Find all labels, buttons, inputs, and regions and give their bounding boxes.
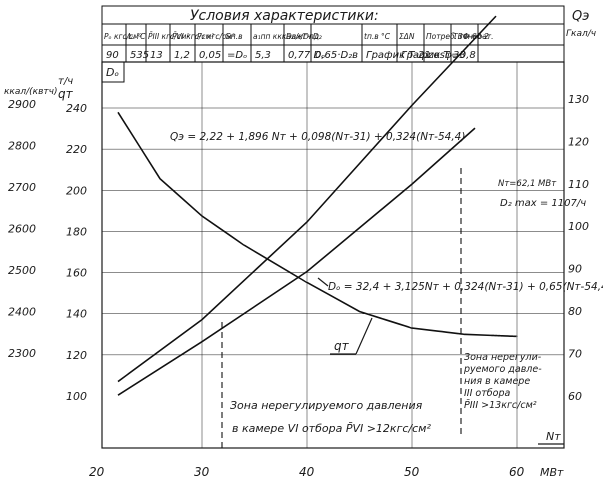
table-value-cell: 0,77 Dₒ — [288, 50, 325, 61]
qe-symbol-label: Qэ — [572, 9, 589, 24]
table-value-cell: 90 — [106, 50, 119, 61]
qe-tick-label: 120 — [568, 135, 589, 148]
series-line-right — [117, 15, 497, 383]
qt-tick-label: 2300 — [8, 347, 36, 360]
qt-curve-label: qт — [334, 339, 350, 353]
d0-tick-label: 160 — [66, 267, 87, 280]
table-value-cell: 0,65·D₂в — [315, 50, 358, 61]
d0-tick-label: 200 — [66, 184, 87, 197]
qt-tick-label: 2400 — [8, 306, 36, 319]
table-header-cell: tₒ °C — [128, 32, 146, 41]
d0-tick-label: 100 — [66, 390, 87, 403]
x-tick-label: 50 — [404, 465, 420, 479]
table-header-cell: Gп.в — [225, 32, 243, 41]
table-value-cell: 535 — [130, 50, 149, 61]
qe-axis-ticks: 60 70 80 90 100 110 120 130 — [568, 93, 589, 403]
d0-unit-label: т/ч — [58, 76, 73, 87]
d0-box-label: Dₒ — [106, 66, 119, 79]
table-value-cell: =Dₒ — [227, 50, 247, 61]
d0-tick-label: 180 — [66, 225, 87, 238]
table-header-cell: Pₒ кгс/см² — [104, 32, 142, 41]
table-header-cell: D₂ — [313, 32, 322, 41]
qt-unit-label: ккал/(квтч) — [4, 87, 58, 97]
d0-tick-label: 140 — [66, 308, 87, 321]
table-title: Условия характеристики: — [190, 8, 379, 24]
qt-tick-label: 2600 — [8, 223, 36, 236]
d0-equation-leader — [317, 277, 329, 287]
table-value-cell: cosφ=0,8 — [428, 50, 476, 61]
table-header-cell: tп.в °C — [364, 32, 391, 41]
d0-tick-label: 120 — [66, 349, 87, 362]
d0-tick-label: 240 — [66, 102, 87, 115]
grid — [102, 62, 564, 448]
qt-label-leader — [355, 317, 373, 355]
table-header-cell: P₂ кгс/см² — [197, 32, 235, 41]
table-header-cell: ΣΔN — [399, 32, 415, 41]
x-axis-symbol: Nт — [546, 430, 561, 443]
qe-equation: Qэ = 2,22 + 1,896 Nт + 0,098(Nт-31) + 0,… — [170, 131, 465, 143]
qt-axis-ticks: 2300 2400 2500 2600 2700 2800 2900 — [8, 98, 36, 360]
zone2-line: P̄III >13кгс/см² — [464, 399, 537, 411]
x-axis-unit: МВт — [540, 466, 564, 479]
table-value-cell: График Т-21 — [366, 50, 431, 61]
x-axis-ticks: 20 30 40 50 60 — [89, 465, 525, 479]
table-header-cell: Dвх/Dпд — [286, 32, 319, 41]
qt-tick-label: 2500 — [8, 264, 36, 277]
d2-note: D₂ max = 1107/ч — [500, 198, 586, 209]
table-value-cell: 13 — [150, 50, 163, 61]
d0-equation: Dₒ = 32,4 + 3,125Nт + 0,324(Nт-31) + 0,6… — [328, 281, 603, 293]
zone2-line: руемого давле- — [463, 364, 542, 375]
qe-tick-label: 60 — [568, 390, 582, 403]
x-tick-label: 60 — [509, 465, 525, 479]
qe-tick-label: 90 — [568, 263, 582, 276]
x-tick-label: 40 — [299, 465, 315, 479]
qe-tick-label: 110 — [568, 178, 589, 191]
zone2-line: III отбора — [464, 388, 510, 399]
table-header-cell: a₁пп кккал/кгч — [253, 32, 312, 41]
d0-box — [101, 61, 125, 83]
zone2-note: Зона нерегули-руемого давле-ния в камере… — [463, 352, 542, 411]
qt-tick-label: 2800 — [8, 140, 36, 153]
x-tick-label: 30 — [194, 465, 210, 479]
table-value-cell: 1,2 — [174, 50, 190, 61]
series-line-left_qt — [117, 111, 518, 338]
qe-tick-label: 70 — [568, 348, 582, 361]
zone2-line: Зона нерегули- — [464, 352, 542, 363]
d0-tick-label: 220 — [66, 143, 87, 156]
qt-symbol-label: qт — [58, 87, 74, 101]
qe-tick-label: 130 — [568, 93, 589, 106]
qe-unit-label: Гкал/ч — [566, 29, 596, 39]
table-value-cell: 0,05 — [199, 50, 221, 61]
table-header-cell: P̄III кгс/см² — [148, 32, 189, 41]
table-header-cell: ТВФ-60-2 — [453, 32, 489, 41]
table-value-cell: 5,3 — [255, 50, 271, 61]
d0-axis-ticks: 100 120 140 160 180 200 220 240 — [66, 102, 87, 403]
series-line-left_d0 — [117, 127, 476, 396]
zone1-line2: в камере VI отбора P̄VI >12кгс/см² — [232, 422, 431, 435]
qt-tick-label: 2900 — [8, 98, 36, 111]
table-header-cell: P̄VI кгс/см² — [172, 32, 214, 41]
zone1-line1: Зона нерегулируемого давления — [230, 399, 423, 412]
series-layer — [117, 15, 518, 396]
table-value-cell: График Т-33 — [401, 50, 466, 61]
qt-tick-label: 2700 — [8, 181, 36, 194]
nt-note: Nт=62,1 МВт — [498, 179, 557, 189]
zone2-line: ния в камере — [464, 376, 530, 387]
qe-tick-label: 80 — [568, 305, 582, 318]
x-tick-label: 20 — [89, 465, 105, 479]
table-header-cell: Потреб. генерат. — [426, 32, 494, 41]
qe-tick-label: 100 — [568, 220, 589, 233]
